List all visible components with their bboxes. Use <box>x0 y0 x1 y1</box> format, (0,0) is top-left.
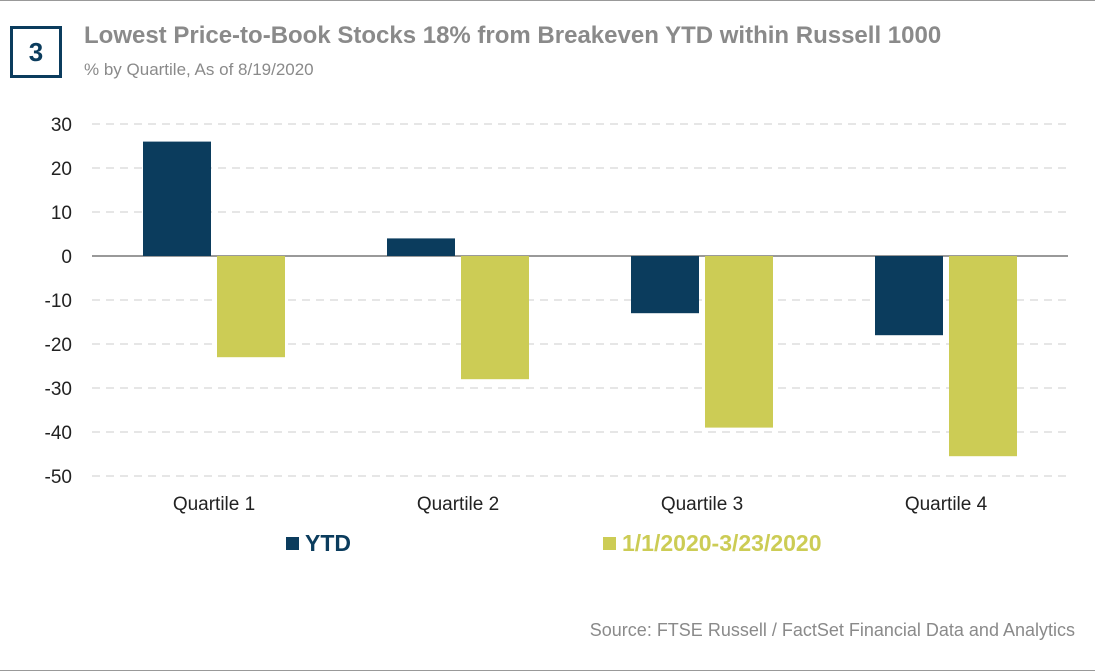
legend-label-ytd: YTD <box>305 530 351 556</box>
y-tick-label: -30 <box>45 379 72 400</box>
source-note: Source: FTSE Russell / FactSet Financial… <box>589 620 1075 640</box>
y-tick-label: -40 <box>45 423 72 444</box>
x-tick-label: Quartile 1 <box>173 494 255 515</box>
bar-ytd-quartile-3 <box>631 256 699 314</box>
bars <box>143 141 1017 457</box>
x-tick-label: Quartile 3 <box>661 494 743 515</box>
figure-number-badge: 3 <box>10 26 62 78</box>
top-rule <box>0 0 1095 1</box>
bar-period-quartile-4 <box>949 256 1017 457</box>
y-tick-label: 10 <box>51 203 72 224</box>
y-tick-label: -10 <box>45 291 72 312</box>
chart-subtitle: % by Quartile, As of 8/19/2020 <box>84 60 314 79</box>
legend-item-ytd: YTD <box>286 530 351 557</box>
bar-period-quartile-3 <box>705 256 773 428</box>
y-tick-label: -20 <box>45 335 72 356</box>
y-tick-label: 0 <box>61 247 72 268</box>
x-tick-label: Quartile 4 <box>905 494 988 515</box>
bar-ytd-quartile-1 <box>143 141 211 256</box>
y-axis-ticks: 30 20 10 0 -10 -20 -30 -40 -50 <box>45 115 72 488</box>
legend: YTD 1/1/2020-3/23/2020 <box>0 530 1095 560</box>
bar-period-quartile-1 <box>217 256 285 358</box>
y-tick-label: 30 <box>51 115 72 136</box>
bar-period-quartile-2 <box>461 256 529 380</box>
legend-swatch-ytd <box>286 537 299 550</box>
bar-ytd-quartile-2 <box>387 238 455 256</box>
legend-item-period: 1/1/2020-3/23/2020 <box>603 530 822 557</box>
y-tick-label: 20 <box>51 159 72 180</box>
chart-title: Lowest Price-to-Book Stocks 18% from Bre… <box>84 22 942 49</box>
bar-ytd-quartile-4 <box>875 256 943 336</box>
figure-number: 3 <box>28 36 44 67</box>
y-tick-label: -50 <box>45 467 72 488</box>
x-tick-label: Quartile 2 <box>417 494 499 515</box>
x-axis-ticks: Quartile 1 Quartile 2 Quartile 3 Quartile 4 <box>173 494 988 515</box>
legend-label-period: 1/1/2020-3/23/2020 <box>622 530 822 556</box>
legend-swatch-period <box>603 537 616 550</box>
